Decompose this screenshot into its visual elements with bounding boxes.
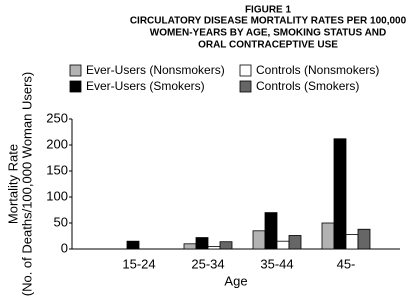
bar bbox=[126, 240, 140, 250]
legend-label: Controls (Nonsmokers) bbox=[256, 63, 379, 77]
x-tick-label: 45- bbox=[337, 256, 356, 271]
bar bbox=[207, 245, 221, 250]
chart-title: FIGURE 1 bbox=[245, 5, 292, 16]
legend-swatch bbox=[239, 80, 252, 93]
x-tick-label: 25-34 bbox=[191, 256, 224, 271]
chart-title: CIRCULATORY DISEASE MORTALITY RATES PER … bbox=[130, 16, 407, 27]
y-tick-label: 50 bbox=[54, 214, 68, 229]
bar bbox=[321, 222, 335, 250]
y-tick-label: 0 bbox=[61, 240, 68, 255]
legend-swatch bbox=[69, 80, 82, 93]
legend-swatch bbox=[69, 64, 82, 77]
bar bbox=[195, 237, 209, 250]
y-tick-label: 250 bbox=[46, 110, 68, 125]
bar bbox=[252, 230, 266, 250]
x-tick-label: 15-24 bbox=[122, 256, 155, 271]
legend-label: Ever-Users (Smokers) bbox=[86, 79, 205, 93]
bar bbox=[345, 234, 359, 250]
bar bbox=[264, 212, 278, 250]
y-tick-label: 150 bbox=[46, 162, 68, 177]
chart-title: WOMEN-YEARS BY AGE, SMOKING STATUS AND bbox=[150, 28, 387, 39]
bar bbox=[288, 235, 302, 250]
bar bbox=[183, 243, 197, 250]
legend-label: Ever-Users (Nonsmokers) bbox=[86, 63, 225, 77]
y-tick-label: 200 bbox=[46, 136, 68, 151]
bar bbox=[357, 228, 371, 250]
y-axis-label: (No. of Deaths/100,000 Woman Users) bbox=[19, 72, 34, 296]
legend-label: Controls (Smokers) bbox=[256, 79, 359, 93]
x-tick-label: 35-44 bbox=[260, 256, 293, 271]
legend-swatch bbox=[239, 64, 252, 77]
y-axis-label: Mortality Rate bbox=[5, 144, 20, 224]
y-tick-label: 100 bbox=[46, 188, 68, 203]
chart-title: ORAL CONTRACEPTIVE USE bbox=[198, 40, 338, 51]
x-axis-label: Age bbox=[224, 273, 247, 288]
bar bbox=[333, 138, 347, 250]
bar bbox=[219, 241, 233, 250]
bar bbox=[276, 240, 290, 250]
